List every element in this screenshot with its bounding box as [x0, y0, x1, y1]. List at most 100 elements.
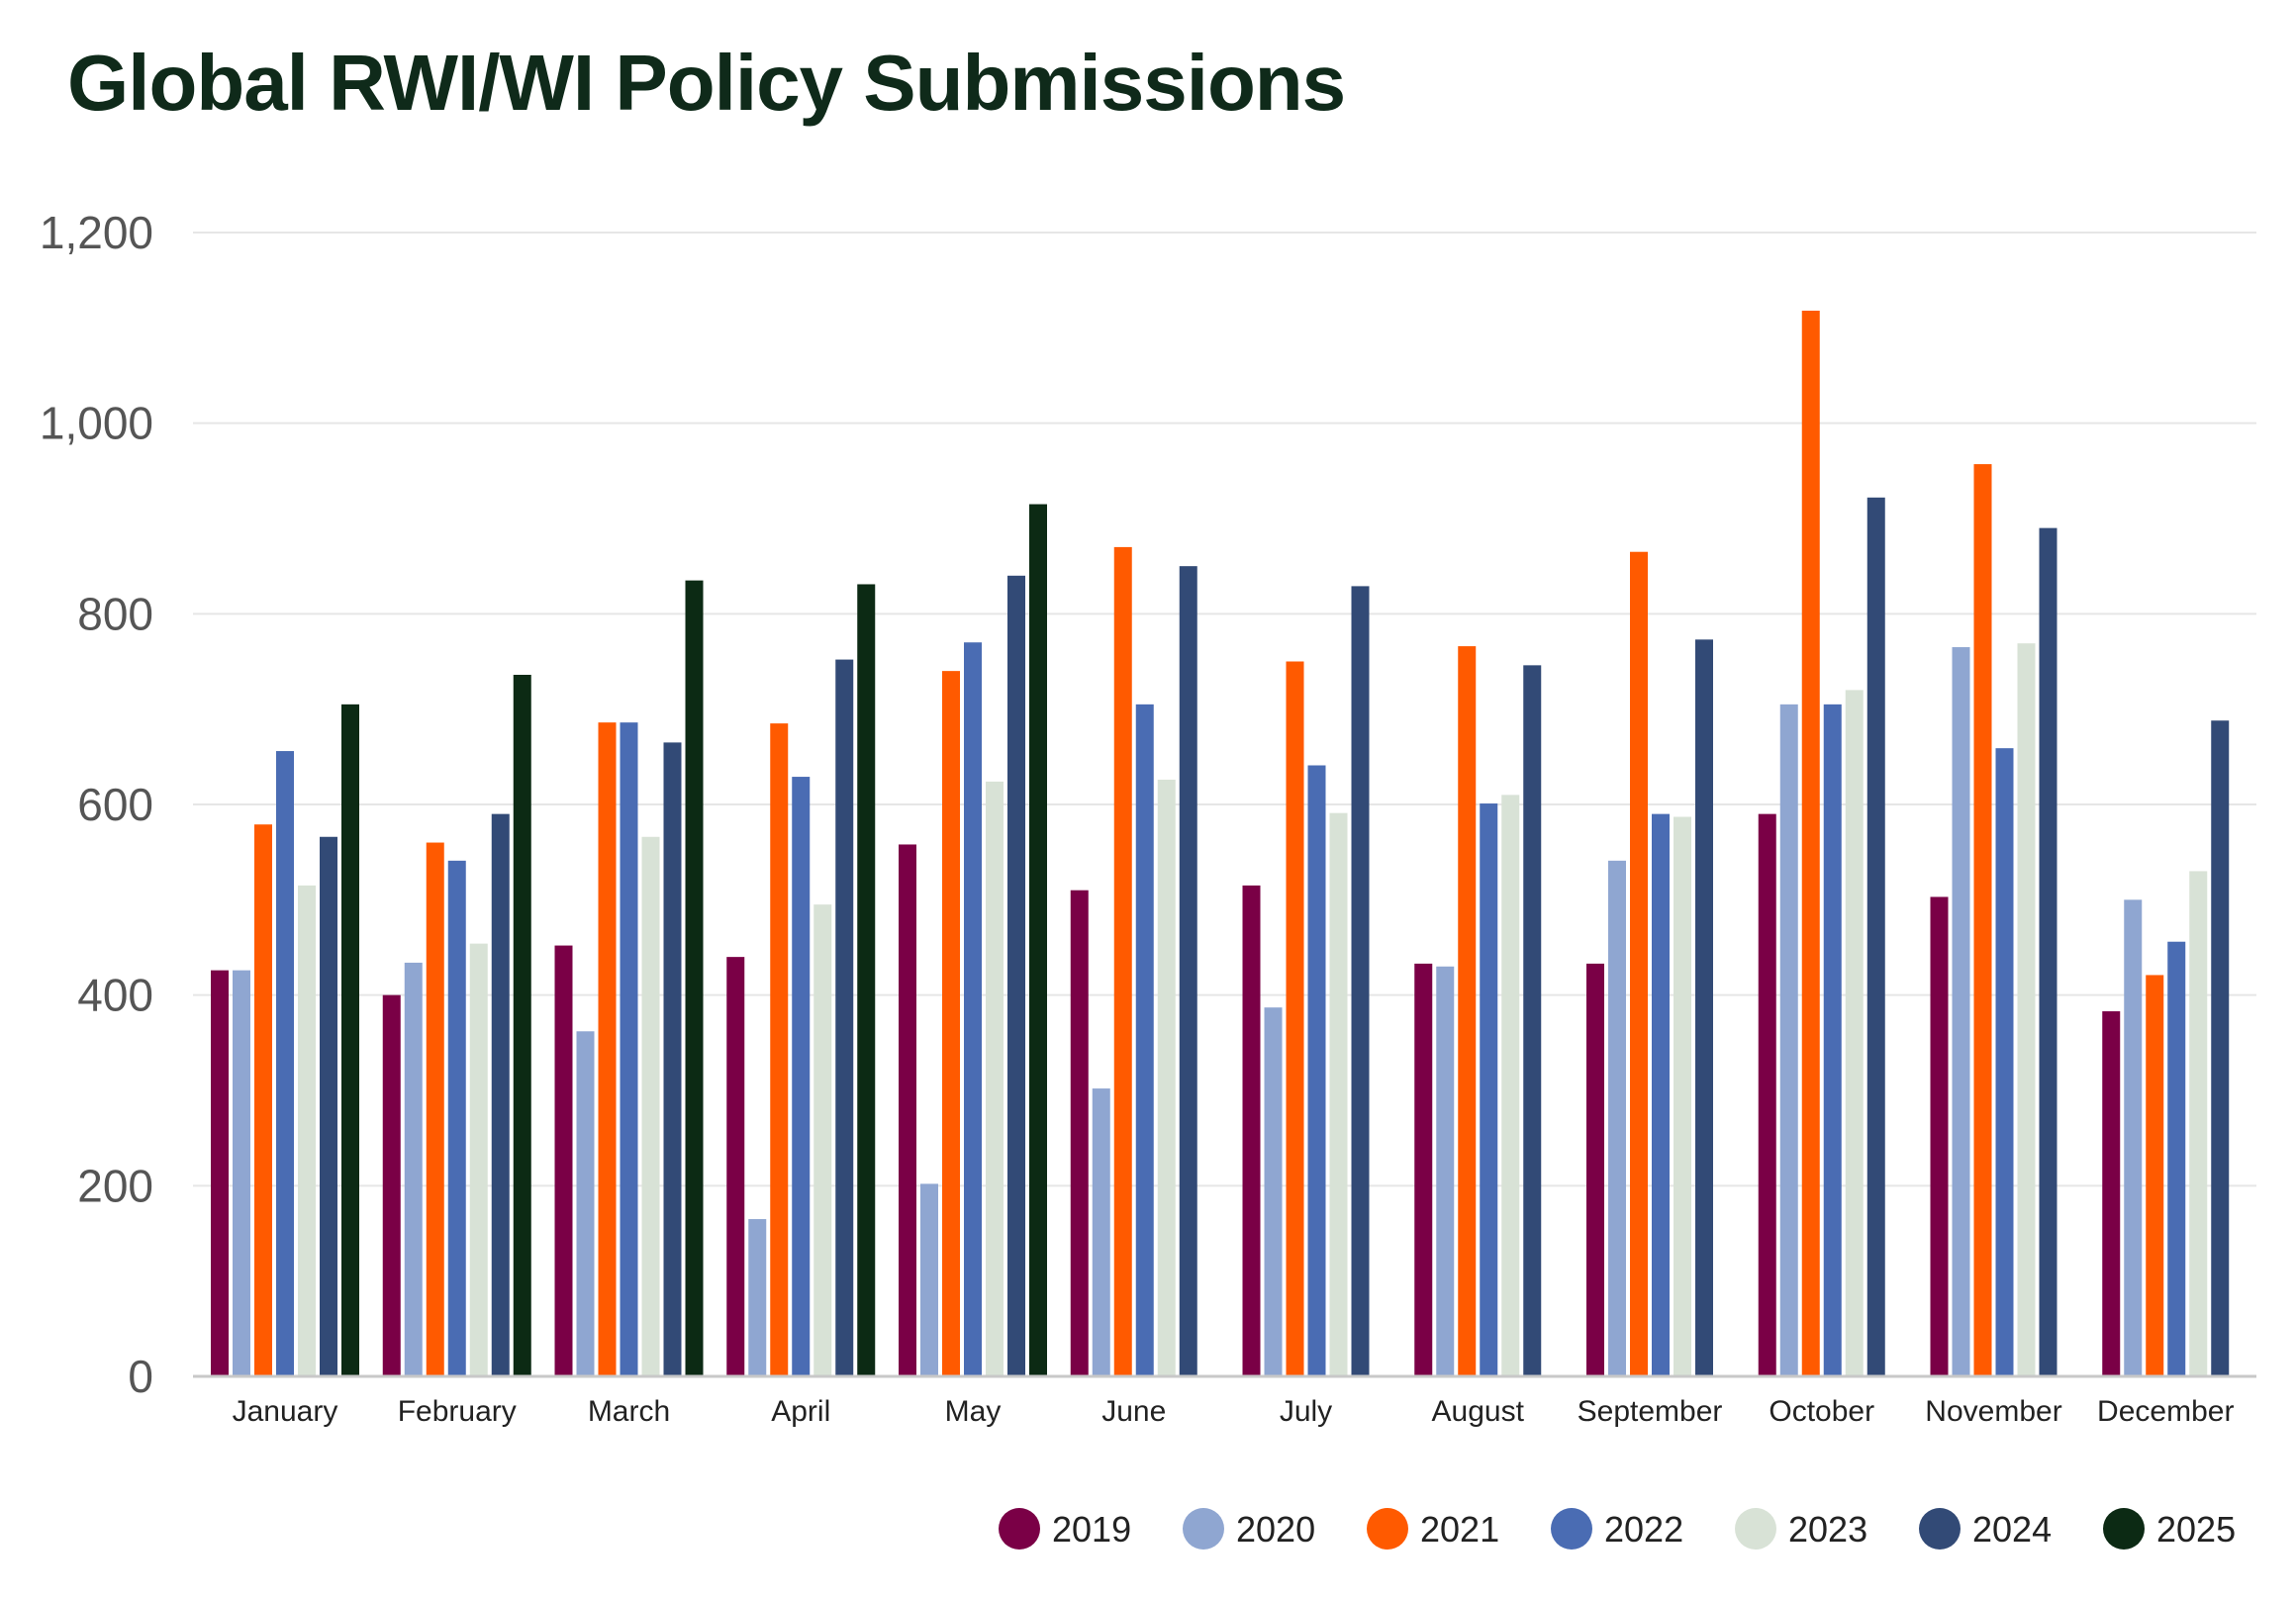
bar-2021-april	[770, 723, 789, 1376]
bar-2019-august	[1414, 963, 1433, 1376]
bar-2020-april	[748, 1219, 767, 1376]
legend-item-2022: 2022	[1551, 1508, 1683, 1550]
legend-item-2025: 2025	[2103, 1508, 2236, 1550]
y-tick-label: 1,000	[40, 398, 153, 449]
bar-2022-march	[620, 722, 638, 1376]
bar-2020-january	[233, 970, 250, 1376]
legend-swatch	[1367, 1508, 1408, 1550]
y-tick-label: 600	[77, 779, 153, 830]
bar-2019-june	[1070, 890, 1089, 1376]
bar-2021-march	[598, 722, 617, 1376]
legend-label: 2022	[1604, 1509, 1683, 1550]
legend-label: 2019	[1052, 1509, 1131, 1550]
y-tick-label: 800	[77, 588, 153, 639]
bar-2019-december	[2102, 1011, 2121, 1376]
bar-2024-february	[491, 813, 510, 1376]
legend-label: 2025	[2156, 1509, 2236, 1550]
legend: 2019 2020 2021 2022 2023 2024 2025	[999, 1508, 2236, 1550]
bar-2020-march	[576, 1031, 595, 1376]
bar-2022-january	[276, 751, 294, 1376]
bar-2022-august	[1480, 803, 1498, 1376]
bar-2019-july	[1242, 885, 1261, 1376]
bar-2024-may	[1007, 575, 1025, 1376]
x-category-label: November	[1925, 1395, 2061, 1428]
x-category-label: June	[1101, 1395, 1166, 1428]
x-category-label: December	[2097, 1395, 2234, 1428]
bar-2019-march	[554, 945, 573, 1376]
x-category-label: January	[233, 1395, 338, 1428]
x-axis-category-labels: January February March April May June July Augu…	[233, 1395, 2235, 1428]
bar-2024-june	[1179, 566, 1197, 1376]
bar-2019-may	[899, 844, 916, 1376]
bar-2024-january	[320, 836, 337, 1376]
legend-swatch	[1919, 1508, 1961, 1550]
bar-2023-june	[1157, 779, 1176, 1376]
x-category-label: July	[1280, 1395, 1332, 1428]
bar-2025-january	[341, 704, 359, 1376]
bar-2022-may	[964, 642, 982, 1376]
bar-2022-october	[1823, 704, 1842, 1376]
x-category-label: May	[945, 1395, 1002, 1428]
bar-2021-december	[2146, 975, 2164, 1376]
bar-2020-november	[1952, 647, 1970, 1376]
bar-2019-november	[1930, 896, 1949, 1376]
bar-2023-march	[641, 836, 660, 1376]
bar-2022-june	[1135, 704, 1154, 1376]
y-tick-label: 0	[128, 1351, 153, 1402]
legend-item-2024: 2024	[1919, 1508, 2052, 1550]
bar-2022-april	[792, 777, 811, 1376]
bar-2019-september	[1586, 963, 1604, 1376]
legend-label: 2024	[1972, 1509, 2052, 1550]
bar-2020-october	[1779, 704, 1798, 1376]
bar-2023-january	[298, 885, 316, 1376]
bar-2021-august	[1458, 646, 1477, 1376]
bar-2021-november	[1973, 464, 1992, 1377]
gridlines	[193, 232, 2256, 1187]
bar-2023-february	[469, 943, 488, 1376]
legend-swatch	[999, 1508, 1040, 1550]
bar-2020-september	[1608, 860, 1626, 1376]
bar-2023-august	[1501, 795, 1520, 1376]
y-tick-label: 200	[77, 1160, 153, 1211]
legend-item-2023: 2023	[1735, 1508, 1867, 1550]
bar-2021-february	[426, 842, 444, 1376]
bar-2021-september	[1630, 551, 1648, 1376]
bar-2022-february	[447, 860, 466, 1376]
x-category-label: August	[1432, 1395, 1525, 1428]
bar-2022-december	[2167, 941, 2186, 1376]
bar-2019-february	[382, 994, 401, 1376]
bar-2020-july	[1264, 1007, 1283, 1376]
bar-2020-june	[1092, 1088, 1110, 1376]
legend-swatch	[2103, 1508, 2145, 1550]
y-tick-label: 1,200	[40, 207, 153, 258]
bars	[211, 310, 2230, 1377]
legend-label: 2023	[1788, 1509, 1867, 1550]
bar-2019-october	[1758, 813, 1776, 1376]
bar-2023-november	[2017, 643, 2036, 1376]
bar-2019-january	[211, 970, 229, 1376]
bar-2021-may	[942, 671, 960, 1376]
bar-2024-april	[835, 659, 854, 1376]
bar-2023-july	[1329, 812, 1348, 1376]
x-category-label: October	[1769, 1395, 1874, 1428]
bar-2024-december	[2211, 720, 2230, 1376]
bar-2021-july	[1286, 661, 1304, 1376]
bar-2023-may	[986, 781, 1004, 1376]
y-tick-label: 400	[77, 970, 153, 1021]
legend-item-2021: 2021	[1367, 1508, 1499, 1550]
bar-2021-october	[1801, 310, 1820, 1376]
bar-2022-july	[1307, 765, 1326, 1376]
bar-2023-april	[813, 904, 832, 1376]
bar-2024-august	[1523, 665, 1542, 1376]
legend-swatch	[1551, 1508, 1592, 1550]
bar-2025-february	[513, 674, 531, 1376]
y-axis-ticks: 0 200 400 600 800 1,000 1,200	[40, 207, 153, 1402]
x-category-label: February	[398, 1395, 517, 1428]
bar-2021-january	[254, 824, 272, 1376]
bar-2024-september	[1695, 639, 1713, 1376]
bar-2025-may	[1029, 504, 1047, 1376]
legend-swatch	[1183, 1508, 1224, 1550]
legend-item-2020: 2020	[1183, 1508, 1315, 1550]
legend-item-2019: 2019	[999, 1508, 1131, 1550]
bar-2024-march	[663, 742, 682, 1376]
